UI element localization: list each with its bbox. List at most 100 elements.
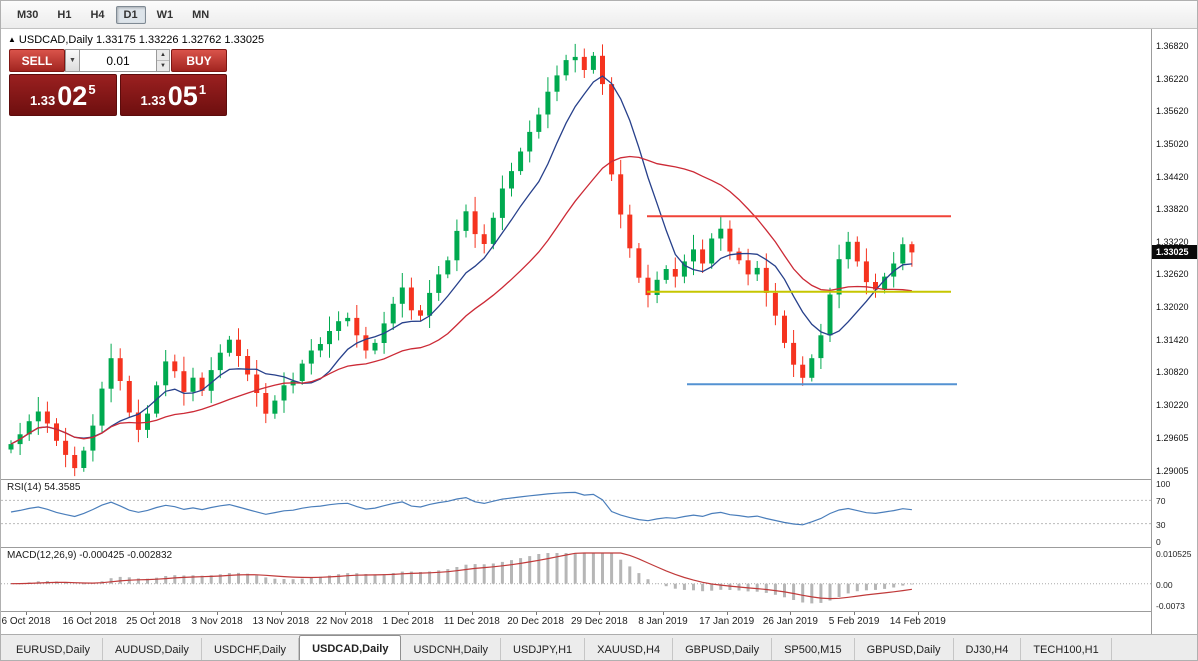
macd-values: -0.000425 -0.002832 xyxy=(79,550,173,561)
date-tick xyxy=(89,611,91,615)
date-tick xyxy=(917,611,919,615)
chart-tabs-bar: EURUSD,Daily AUDUSD,Daily USDCHF,Daily USDC… xyxy=(1,634,1197,660)
macd-axis-label: 0.00 xyxy=(1156,579,1173,590)
volume-stepper: ▲ ▼ xyxy=(156,49,170,72)
chart-ohlc-values: 1.33175 1.33226 1.32762 1.33025 xyxy=(95,34,265,46)
price-axis[interactable]: 1.33025 1.36820 1.36220 1.35620 1.35020 1.34… xyxy=(1151,29,1197,634)
price-axis-label: 1.35620 xyxy=(1156,106,1189,117)
date-axis-label: 20 Dec 2018 xyxy=(507,616,564,627)
bid-price-main: 1.33 xyxy=(29,92,56,108)
date-axis-label: 5 Feb 2019 xyxy=(828,616,880,627)
ask-price-tile[interactable]: 1.33 05 1 xyxy=(119,74,227,116)
chart-tab-tech100[interactable]: TECH100,H1 xyxy=(1021,638,1112,660)
date-tick xyxy=(854,611,856,615)
ask-price-main: 1.33 xyxy=(140,92,166,108)
date-tick xyxy=(663,611,664,615)
timeframe-mn-button[interactable]: MN xyxy=(184,6,217,24)
macd-indicator-label: MACD(12,26,9) -0.000425 -0.002832 xyxy=(7,550,172,561)
chart-tab-sp500[interactable]: SP500,M15 xyxy=(772,638,855,660)
price-axis-label: 1.30220 xyxy=(1156,399,1189,410)
volume-decrease-icon[interactable]: ▼ xyxy=(157,61,169,71)
macd-axis-label: -0.0073 xyxy=(1156,601,1185,611)
date-tick xyxy=(217,611,219,615)
date-axis[interactable]: 6 Oct 2018 16 Oct 2018 25 Oct 2018 3 Nov 20… xyxy=(1,611,1151,634)
date-tick xyxy=(790,611,792,615)
chart-tab-usdchf[interactable]: USDCHF,Daily xyxy=(202,638,300,660)
macd-axis-label: 0.010525 xyxy=(1156,549,1192,559)
timeframe-w1-button[interactable]: W1 xyxy=(149,6,182,24)
date-axis-label: 17 Jan 2019 xyxy=(699,616,755,627)
bid-price-tile[interactable]: 1.33 02 5 xyxy=(9,74,117,116)
volume-input[interactable]: 0.01 xyxy=(80,49,156,72)
date-axis-label: 11 Dec 2018 xyxy=(443,616,500,627)
rsi-axis-label: 0 xyxy=(1156,537,1161,547)
price-axis-label: 1.34420 xyxy=(1156,171,1189,182)
rsi-axis-label: 100 xyxy=(1156,479,1171,489)
date-axis-label: 13 Nov 2018 xyxy=(252,616,310,627)
date-tick xyxy=(726,611,728,615)
timeframe-h1-button[interactable]: H1 xyxy=(49,6,79,24)
chart-tab-eurusd[interactable]: EURUSD,Daily xyxy=(4,638,103,660)
date-axis-label: 1 Dec 2018 xyxy=(382,616,434,627)
chart-tab-usdjpy[interactable]: USDJPY,H1 xyxy=(501,638,586,660)
bid-ask-row: 1.33 02 5 1.33 05 1 xyxy=(9,74,227,116)
date-tick xyxy=(344,611,346,615)
timeframe-button-group: M30 H1 H4 D1 W1 MN xyxy=(1,1,1197,28)
rsi-name: RSI(14) xyxy=(7,482,42,493)
price-axis-label: 1.36220 xyxy=(1156,73,1189,84)
date-tick xyxy=(408,611,410,615)
rsi-axis-label: 70 xyxy=(1156,496,1166,507)
chart-tab-dj30[interactable]: DJ30,H4 xyxy=(954,638,1022,660)
chart-tab-usdcad[interactable]: USDCAD,Daily xyxy=(299,635,402,660)
date-axis-label: 25 Oct 2018 xyxy=(126,616,181,627)
timeframe-h4-button[interactable]: H4 xyxy=(82,6,112,24)
rsi-axis-label: 30 xyxy=(1156,519,1166,530)
date-tick xyxy=(280,611,282,615)
date-tick xyxy=(535,611,537,615)
chart-tab-audusd[interactable]: AUDUSD,Daily xyxy=(103,638,202,660)
date-tick xyxy=(471,611,473,615)
date-tick xyxy=(26,611,27,615)
timeframe-toolbar: M30 H1 H4 D1 W1 MN xyxy=(1,1,1197,29)
sell-button[interactable]: SELL xyxy=(9,49,65,72)
one-click-trading-panel: SELL ▼ 0.01 ▲ ▼ BUY 1.33 02 5 1.33 05 1 xyxy=(9,49,227,116)
date-axis-label: 29 Dec 2018 xyxy=(570,616,628,627)
price-axis-label: 1.32620 xyxy=(1156,269,1189,280)
chart-tab-usdcnh[interactable]: USDCNH,Daily xyxy=(401,638,502,660)
macd-indicator-canvas[interactable] xyxy=(1,547,1151,611)
buy-button[interactable]: BUY xyxy=(171,49,227,72)
one-click-panel-toggle-icon[interactable]: ▲ xyxy=(8,35,16,44)
date-axis-label: 3 Nov 2018 xyxy=(191,616,243,627)
volume-dropdown-icon[interactable]: ▼ xyxy=(65,49,80,72)
chart-tab-gbpusd[interactable]: GBPUSD,Daily xyxy=(673,638,773,660)
date-axis-label: 8 Jan 2019 xyxy=(638,616,688,627)
rsi-panel-divider[interactable] xyxy=(1,479,1197,480)
chart-tab-gbpusd[interactable]: GBPUSD,Daily xyxy=(855,638,954,660)
chart-tab-xauusd[interactable]: XAUUSD,H4 xyxy=(585,638,674,660)
date-axis-label: 6 Oct 2018 xyxy=(1,616,51,627)
macd-name: MACD(12,26,9) xyxy=(7,550,77,561)
macd-panel-divider[interactable] xyxy=(1,547,1197,548)
date-axis-label: 22 Nov 2018 xyxy=(316,616,373,627)
trade-controls-row: SELL ▼ 0.01 ▲ ▼ BUY xyxy=(9,49,227,72)
price-axis-label: 1.35020 xyxy=(1156,138,1189,149)
bid-price-big-digits: 02 xyxy=(57,81,88,112)
date-tick xyxy=(153,611,155,615)
ask-price-big-digits: 05 xyxy=(167,81,198,112)
chart-title: ▲ USDCAD,Daily 1.33175 1.33226 1.32762 1.… xyxy=(8,34,264,46)
date-axis-label: 26 Jan 2019 xyxy=(762,616,818,627)
price-axis-label: 1.30820 xyxy=(1156,367,1189,378)
timeframe-m30-button[interactable]: M30 xyxy=(9,6,46,24)
price-axis-label: 1.32020 xyxy=(1156,302,1189,312)
ask-price-pipette: 1 xyxy=(198,82,207,97)
volume-increase-icon[interactable]: ▲ xyxy=(157,50,169,61)
timeframe-d1-button[interactable]: D1 xyxy=(115,5,146,24)
price-axis-label: 1.29605 xyxy=(1156,433,1189,444)
price-axis-label: 1.36820 xyxy=(1156,41,1189,51)
rsi-indicator-label: RSI(14) 54.3585 xyxy=(7,482,80,493)
date-axis-divider xyxy=(1,611,1197,612)
rsi-indicator-canvas[interactable] xyxy=(1,479,1151,547)
date-tick xyxy=(599,611,601,615)
bid-price-pipette: 5 xyxy=(88,82,96,97)
